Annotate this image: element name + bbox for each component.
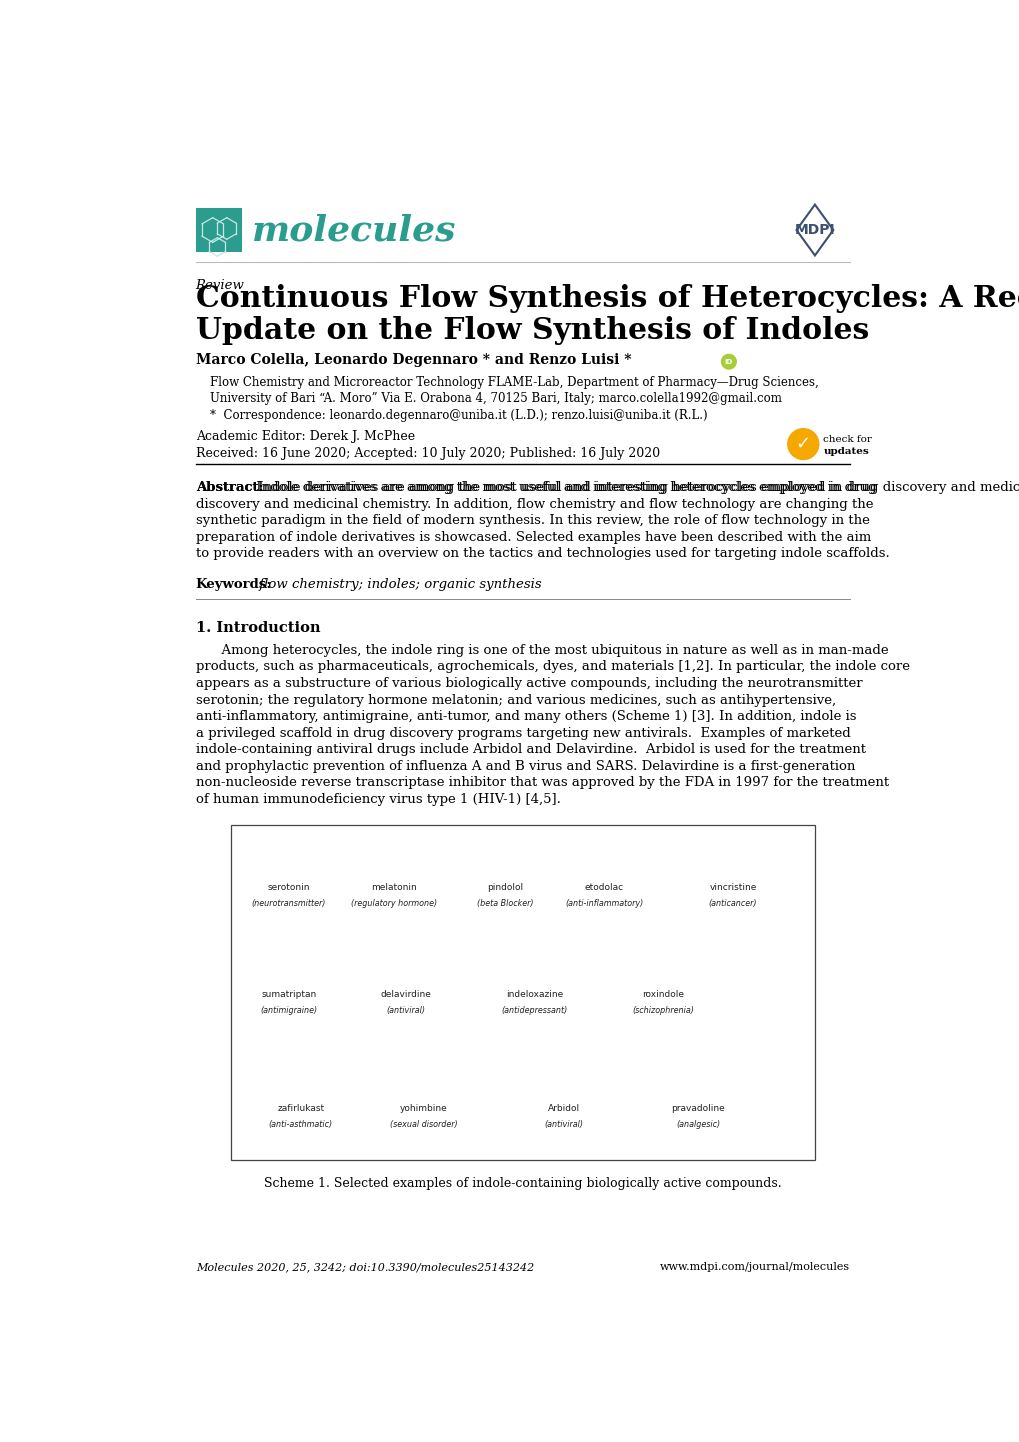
Text: Abstract:: Abstract: <box>196 482 263 495</box>
Text: updates: updates <box>822 447 868 456</box>
Text: (antidepressant): (antidepressant) <box>500 1007 567 1015</box>
Text: Molecules 2020, 25, 3242; doi:10.3390/molecules25143242: Molecules 2020, 25, 3242; doi:10.3390/mo… <box>196 1262 533 1272</box>
Text: Review: Review <box>196 278 245 291</box>
Text: Continuous Flow Synthesis of Heterocycles: A Recent: Continuous Flow Synthesis of Heterocycle… <box>196 284 1019 313</box>
Text: pindolol: pindolol <box>487 883 523 891</box>
Text: Received: 16 June 2020; Accepted: 10 July 2020; Published: 16 July 2020: Received: 16 June 2020; Accepted: 10 Jul… <box>196 447 659 460</box>
Text: sumatriptan: sumatriptan <box>261 991 316 999</box>
Text: www.mdpi.com/journal/molecules: www.mdpi.com/journal/molecules <box>659 1262 849 1272</box>
Text: *  Correspondence: leonardo.degennaro@uniba.it (L.D.); renzo.luisi@uniba.it (R.L: * Correspondence: leonardo.degennaro@uni… <box>210 408 706 421</box>
FancyBboxPatch shape <box>196 208 242 252</box>
Text: Abstract:: Abstract: <box>196 482 263 495</box>
Text: ✓: ✓ <box>795 435 810 453</box>
Text: Indole derivatives are among the most useful and interesting heterocycles employ: Indole derivatives are among the most us… <box>252 482 875 495</box>
Circle shape <box>720 355 736 369</box>
Text: check for: check for <box>822 435 871 444</box>
Text: Flow Chemistry and Microreactor Technology FLAME-Lab, Department of Pharmacy—Dru: Flow Chemistry and Microreactor Technolo… <box>210 376 817 389</box>
Text: University of Bari “A. Moro” Via E. Orabona 4, 70125 Bari, Italy; marco.colella1: University of Bari “A. Moro” Via E. Orab… <box>210 392 781 405</box>
Text: melatonin: melatonin <box>371 883 417 891</box>
Text: a privileged scaffold in drug discovery programs targeting new antivirals.  Exam: a privileged scaffold in drug discovery … <box>196 727 850 740</box>
Text: Indole derivatives are among the most useful and interesting heterocycles employ: Indole derivatives are among the most us… <box>254 482 1019 495</box>
Text: iD: iD <box>725 359 733 365</box>
Text: flow chemistry; indoles; organic synthesis: flow chemistry; indoles; organic synthes… <box>255 578 541 591</box>
Text: (schizophrenia): (schizophrenia) <box>632 1007 693 1015</box>
Text: to provide readers with an overview on the tactics and technologies used for tar: to provide readers with an overview on t… <box>196 548 889 561</box>
Text: (antimigraine): (antimigraine) <box>260 1007 317 1015</box>
FancyBboxPatch shape <box>230 825 814 1159</box>
Text: Academic Editor: Derek J. McPhee: Academic Editor: Derek J. McPhee <box>196 430 415 443</box>
Text: Among heterocycles, the indole ring is one of the most ubiquitous in nature as w: Among heterocycles, the indole ring is o… <box>196 645 888 658</box>
Text: (antiviral): (antiviral) <box>386 1007 425 1015</box>
Circle shape <box>787 428 818 460</box>
Text: serotonin: serotonin <box>268 883 310 891</box>
Text: serotonin; the regulatory hormone melatonin; and various medicines, such as anti: serotonin; the regulatory hormone melato… <box>196 694 835 707</box>
Text: pravadoline: pravadoline <box>671 1105 725 1113</box>
Text: indole-containing antiviral drugs include Arbidol and Delavirdine.  Arbidol is u: indole-containing antiviral drugs includ… <box>196 743 865 756</box>
Text: zafirlukast: zafirlukast <box>277 1105 324 1113</box>
Text: Keywords:: Keywords: <box>196 578 272 591</box>
Text: Marco Colella, Leonardo Degennaro * and Renzo Luisi *: Marco Colella, Leonardo Degennaro * and … <box>196 353 631 368</box>
Text: 1. Introduction: 1. Introduction <box>196 622 320 634</box>
Text: Update on the Flow Synthesis of Indoles: Update on the Flow Synthesis of Indoles <box>196 316 868 345</box>
Text: (analgesic): (analgesic) <box>676 1120 719 1129</box>
Text: of human immunodeficiency virus type 1 (HIV-1) [4,5].: of human immunodeficiency virus type 1 (… <box>196 793 560 806</box>
Text: yohimbine: yohimbine <box>399 1105 447 1113</box>
Text: Scheme 1. Selected examples of indole-containing biologically active compounds.: Scheme 1. Selected examples of indole-co… <box>264 1177 781 1190</box>
Text: (sexual disorder): (sexual disorder) <box>389 1120 457 1129</box>
Text: (anti-asthmatic): (anti-asthmatic) <box>268 1120 332 1129</box>
Text: delavirdine: delavirdine <box>380 991 431 999</box>
Text: non-nucleoside reverse transcriptase inhibitor that was approved by the FDA in 1: non-nucleoside reverse transcriptase inh… <box>196 776 888 789</box>
Text: appears as a substructure of various biologically active compounds, including th: appears as a substructure of various bio… <box>196 676 861 691</box>
Text: (anticancer): (anticancer) <box>708 900 757 908</box>
Text: synthetic paradigm in the field of modern synthesis. In this review, the role of: synthetic paradigm in the field of moder… <box>196 515 869 528</box>
Text: roxindole: roxindole <box>641 991 684 999</box>
Text: (anti-inflammatory): (anti-inflammatory) <box>565 900 643 908</box>
Text: discovery and medicinal chemistry. In addition, flow chemistry and flow technolo: discovery and medicinal chemistry. In ad… <box>196 497 872 510</box>
Text: preparation of indole derivatives is showcased. Selected examples have been desc: preparation of indole derivatives is sho… <box>196 531 870 544</box>
Text: (neurotransmitter): (neurotransmitter) <box>252 900 326 908</box>
Text: vincristine: vincristine <box>709 883 756 891</box>
Text: and prophylactic prevention of influenza A and B virus and SARS. Delavirdine is : and prophylactic prevention of influenza… <box>196 760 854 773</box>
Text: MDPI: MDPI <box>794 224 835 236</box>
Text: indeloxazine: indeloxazine <box>505 991 562 999</box>
Text: anti-inflammatory, antimigraine, anti-tumor, and many others (Scheme 1) [3]. In : anti-inflammatory, antimigraine, anti-tu… <box>196 709 855 722</box>
Text: molecules: molecules <box>252 213 455 247</box>
Text: products, such as pharmaceuticals, agrochemicals, dyes, and materials [1,2]. In : products, such as pharmaceuticals, agroc… <box>196 660 909 673</box>
Text: Arbidol: Arbidol <box>547 1105 579 1113</box>
Text: (antiviral): (antiviral) <box>543 1120 583 1129</box>
Text: etodolac: etodolac <box>585 883 624 891</box>
Text: (regulatory hormone): (regulatory hormone) <box>351 900 437 908</box>
Text: (beta Blocker): (beta Blocker) <box>477 900 533 908</box>
